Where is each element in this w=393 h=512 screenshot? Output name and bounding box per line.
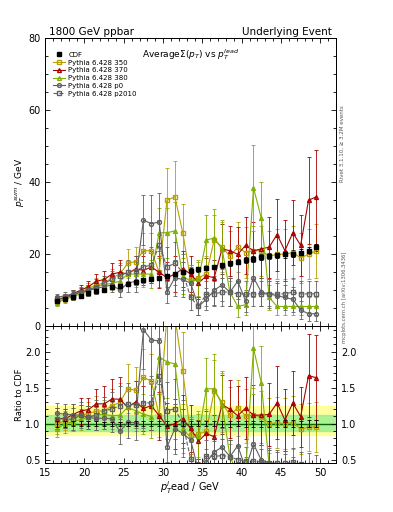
Text: 1800 GeV ppbar: 1800 GeV ppbar [49, 27, 134, 37]
Bar [45, 415, 336, 431]
Y-axis label: $p_T^{sum}$ / GeV: $p_T^{sum}$ / GeV [13, 158, 27, 207]
Legend: CDF, Pythia 6.428 350, Pythia 6.428 370, Pythia 6.428 380, Pythia 6.428 p0, Pyth: CDF, Pythia 6.428 350, Pythia 6.428 370,… [51, 51, 138, 98]
Text: mcplots.cern.ch [arXiv:1306.3436]: mcplots.cern.ch [arXiv:1306.3436] [342, 251, 347, 343]
X-axis label: $p_T^{l}$ead / GeV: $p_T^{l}$ead / GeV [160, 480, 221, 497]
Text: Underlying Event: Underlying Event [242, 27, 332, 37]
Text: Rivet 3.1.10, ≥ 3.2M events: Rivet 3.1.10, ≥ 3.2M events [340, 105, 345, 182]
Text: Average$\Sigma(p_T)$ vs $p_T^{lead}$: Average$\Sigma(p_T)$ vs $p_T^{lead}$ [142, 47, 239, 62]
Y-axis label: Ratio to CDF: Ratio to CDF [15, 369, 24, 421]
Bar [45, 406, 336, 435]
